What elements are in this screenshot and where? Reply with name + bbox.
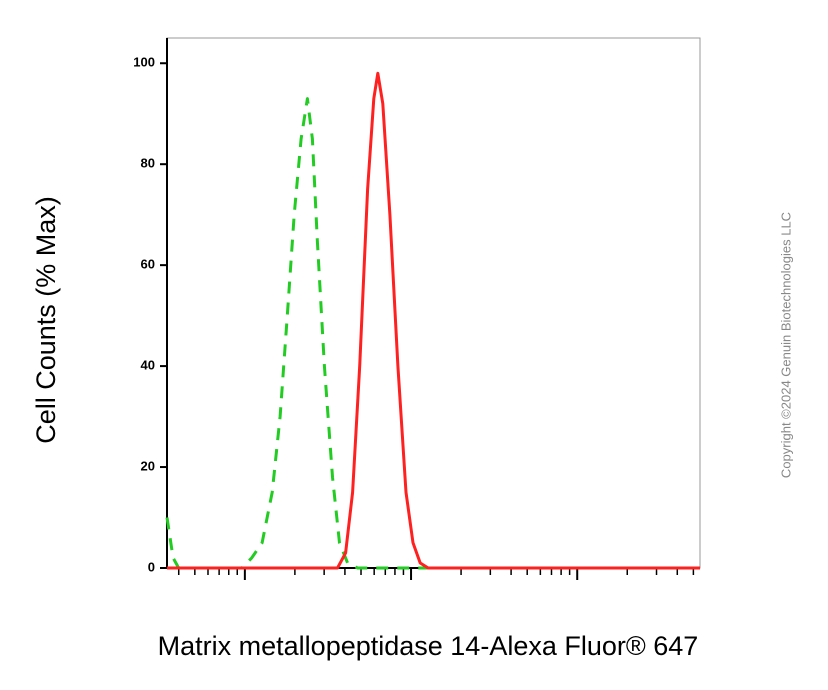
x-axis-label: Matrix metallopeptidase 14-Alexa Fluor® … [158,631,699,661]
y-tick-label: 0 [148,559,155,574]
series-line [167,71,700,570]
y-tick-label: 40 [141,358,155,373]
plot-frame [166,37,701,569]
y-tick-label: 80 [141,156,155,171]
series-line [165,97,700,570]
y-tick-label: 60 [141,257,155,272]
y-axis-label: Cell Counts (% Max) [31,196,61,444]
y-tick-label: 100 [133,55,155,70]
watermark: Copyright ©2024 Genuin Biotechnologies L… [778,212,793,478]
y-tick-label: 20 [141,458,155,473]
